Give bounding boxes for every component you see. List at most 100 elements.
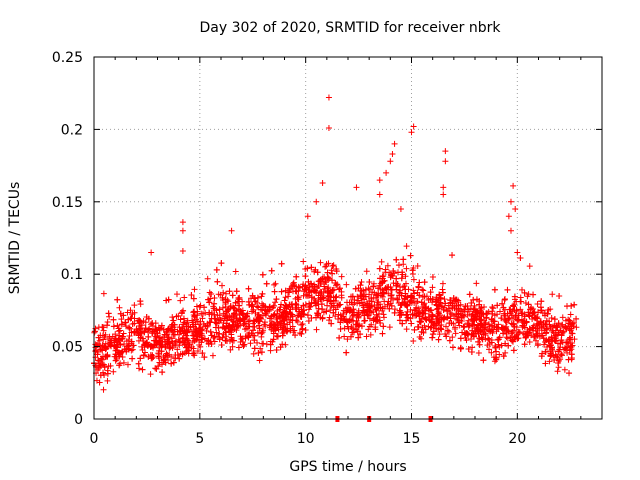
data-point xyxy=(403,317,410,324)
data-point xyxy=(436,291,443,298)
data-point xyxy=(105,310,112,317)
data-point xyxy=(197,302,204,309)
data-point xyxy=(170,317,177,324)
data-point xyxy=(438,303,445,310)
data-point xyxy=(271,311,278,318)
data-point xyxy=(305,318,312,325)
data-point xyxy=(169,339,176,346)
data-point xyxy=(426,307,433,314)
data-point xyxy=(281,308,288,315)
data-point xyxy=(506,306,513,313)
data-point xyxy=(292,295,299,302)
data-point-outlier xyxy=(179,227,186,234)
data-point xyxy=(514,316,521,323)
data-point xyxy=(555,360,562,367)
data-point xyxy=(324,297,331,304)
data-point xyxy=(96,342,103,349)
data-point xyxy=(268,267,275,274)
data-point xyxy=(112,357,119,364)
data-point xyxy=(145,333,152,340)
data-point xyxy=(526,312,533,319)
data-point xyxy=(548,334,555,341)
data-point xyxy=(547,323,554,330)
data-point xyxy=(410,287,417,294)
data-point-outlier xyxy=(387,158,394,165)
data-point xyxy=(93,342,100,349)
x-tick-label: 15 xyxy=(403,431,421,447)
data-point xyxy=(561,366,568,373)
data-point xyxy=(145,326,152,333)
data-point xyxy=(267,341,274,348)
data-point xyxy=(181,294,188,301)
data-point xyxy=(219,304,226,311)
data-point xyxy=(304,312,311,319)
data-point xyxy=(153,339,160,346)
data-point xyxy=(478,304,485,311)
data-point xyxy=(290,279,297,286)
data-point xyxy=(511,323,518,330)
data-point xyxy=(153,365,160,372)
data-point xyxy=(216,306,223,313)
data-point xyxy=(491,286,498,293)
data-point xyxy=(407,306,414,313)
data-point xyxy=(378,258,385,265)
data-point xyxy=(368,298,375,305)
data-point xyxy=(256,357,263,364)
data-point xyxy=(324,285,331,292)
data-point xyxy=(174,352,181,359)
data-point xyxy=(518,286,525,293)
data-point xyxy=(360,304,367,311)
data-point xyxy=(491,318,498,325)
data-point xyxy=(270,302,277,309)
data-point xyxy=(417,319,424,326)
data-point xyxy=(547,353,554,360)
data-point xyxy=(190,323,197,330)
data-point xyxy=(433,302,440,309)
data-point xyxy=(180,307,187,314)
data-point xyxy=(190,345,197,352)
data-point xyxy=(416,334,423,341)
data-point xyxy=(157,337,164,344)
data-point xyxy=(356,322,363,329)
data-point xyxy=(370,283,377,290)
data-point xyxy=(202,322,209,329)
data-point xyxy=(509,338,516,345)
data-point xyxy=(442,300,449,307)
data-point xyxy=(476,335,483,342)
data-point xyxy=(545,338,552,345)
data-point xyxy=(305,278,312,285)
data-point xyxy=(520,322,527,329)
data-point xyxy=(124,361,131,368)
data-point xyxy=(137,355,144,362)
data-point xyxy=(229,292,236,299)
data-point xyxy=(503,334,510,341)
data-point xyxy=(303,291,310,298)
data-point xyxy=(550,352,557,359)
data-point xyxy=(281,297,288,304)
data-point xyxy=(222,290,229,297)
data-point xyxy=(206,289,213,296)
data-point xyxy=(353,317,360,324)
data-point xyxy=(368,295,375,302)
data-point xyxy=(490,326,497,333)
data-point xyxy=(540,320,547,327)
data-point xyxy=(180,339,187,346)
data-point xyxy=(204,322,211,329)
data-point xyxy=(347,333,354,340)
data-point xyxy=(101,334,108,341)
data-point xyxy=(250,317,257,324)
data-point xyxy=(256,318,263,325)
data-point xyxy=(495,341,502,348)
data-point xyxy=(152,342,159,349)
data-point xyxy=(115,341,122,348)
data-point-outlier xyxy=(408,129,415,136)
data-point xyxy=(561,344,568,351)
data-point xyxy=(138,322,145,329)
data-point xyxy=(104,322,111,329)
data-point xyxy=(549,291,556,298)
data-point xyxy=(517,254,524,261)
data-point xyxy=(439,280,446,287)
data-point-outlier xyxy=(376,191,383,198)
data-point xyxy=(155,350,162,357)
data-point xyxy=(380,272,387,279)
